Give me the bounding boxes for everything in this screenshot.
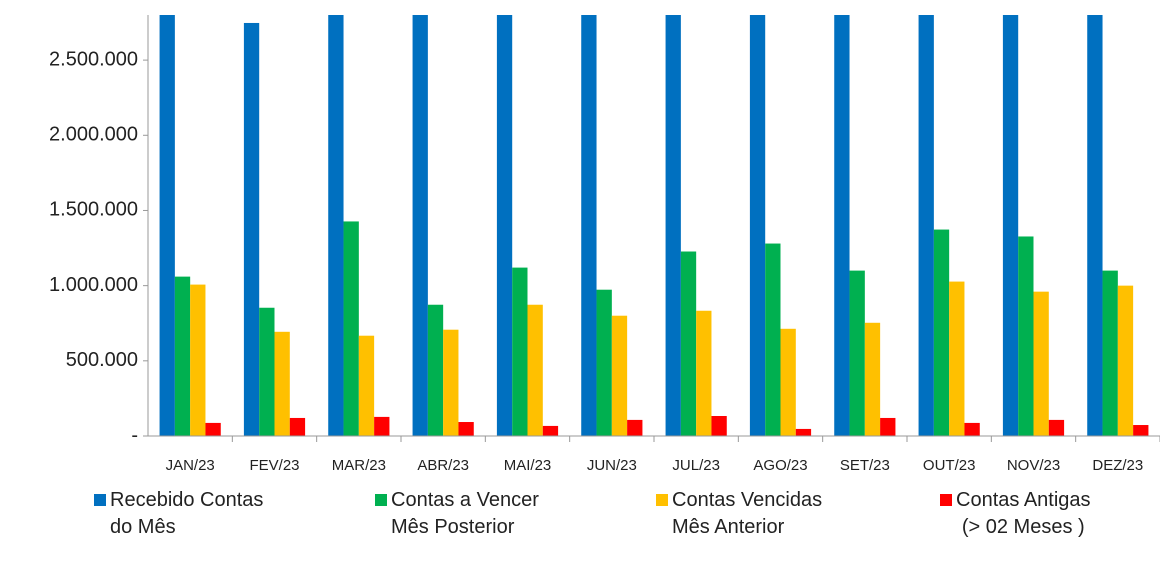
x-tick-label: ABR/23 [417,457,469,474]
bar [358,335,375,436]
bar [527,304,543,436]
bar [933,229,950,436]
bar [1117,285,1134,436]
y-tick-label: 1.500.000 [49,199,138,221]
bar [780,328,796,436]
bar [289,417,306,436]
bar [328,15,344,436]
x-tick-label: SET/23 [840,457,890,474]
legend-label: Contas a Vencer Mês Posterior [391,489,539,538]
bar [665,15,681,436]
bar [749,15,766,436]
legend-item: Contas Antigas (> 02 Meses ) [940,487,1091,541]
y-tick-label: 2.000.000 [49,124,138,146]
x-tick-label: JUN/23 [587,457,637,474]
bar [1133,425,1149,436]
bar [611,315,628,436]
bar [880,417,896,436]
legend-swatch [94,494,106,506]
bar [496,15,513,436]
bar [412,15,428,436]
bar [1048,419,1065,436]
bar [542,425,559,436]
bar [834,15,850,436]
bar [343,221,359,436]
bar [918,15,934,436]
bar [711,416,727,436]
bar [949,281,965,436]
y-tick-label: 500.000 [66,349,138,371]
bar [259,307,275,436]
x-tick-label: FEV/23 [249,457,299,474]
bar [680,251,697,436]
bar [159,15,175,436]
legend-item: Contas a Vencer Mês Posterior [375,487,539,541]
chart: - 500.000 1.000.000 1.500.000 2.000.000 2.500… [49,15,1160,474]
bar [765,243,781,436]
bar [205,422,221,436]
bar [1087,15,1103,436]
x-tick-label: MAR/23 [332,457,386,474]
bar [458,422,474,436]
x-tick-label: NOV/23 [1007,457,1060,474]
bar [512,267,528,436]
bar [243,22,260,436]
legend-label: Contas Antigas (> 02 Meses ) [956,489,1091,538]
legend: Recebido Contas do Mês Contas a Vencer Mê… [0,485,1160,565]
y-tick-label: 2.500.000 [49,48,138,70]
bar [427,304,444,436]
bar [581,15,597,436]
legend-label: Recebido Contas do Mês [110,489,264,538]
x-tick-label: MAI/23 [504,457,552,474]
legend-swatch [656,494,668,506]
bar [174,276,191,436]
bar [596,289,612,436]
bar [1002,15,1019,436]
bar [190,284,206,436]
bar [795,428,812,436]
bar [1033,291,1049,436]
bar [849,270,865,436]
bar [374,416,390,436]
legend-label: Contas Vencidas Mês Anterior [672,489,823,538]
bar [274,331,290,436]
bar [864,322,881,436]
legend-item: Recebido Contas do Mês [94,487,263,541]
legend-item: Contas Vencidas Mês Anterior [656,487,822,541]
bar [443,329,459,436]
x-tick-label: OUT/23 [923,457,976,474]
bar [1102,270,1118,436]
bar [964,422,980,436]
x-tick-label: JUL/23 [672,457,720,474]
bars [159,15,1149,436]
x-tick-label: AGO/23 [753,457,807,474]
x-tick-label: JAN/23 [166,457,215,474]
legend-swatch [940,494,952,506]
bar [1018,236,1034,436]
x-tick-label: DEZ/23 [1092,457,1143,474]
bar [696,310,712,436]
y-tick-label: - [131,424,138,446]
bar [627,419,643,436]
legend-swatch [375,494,387,506]
y-tick-label: 1.000.000 [49,274,138,296]
